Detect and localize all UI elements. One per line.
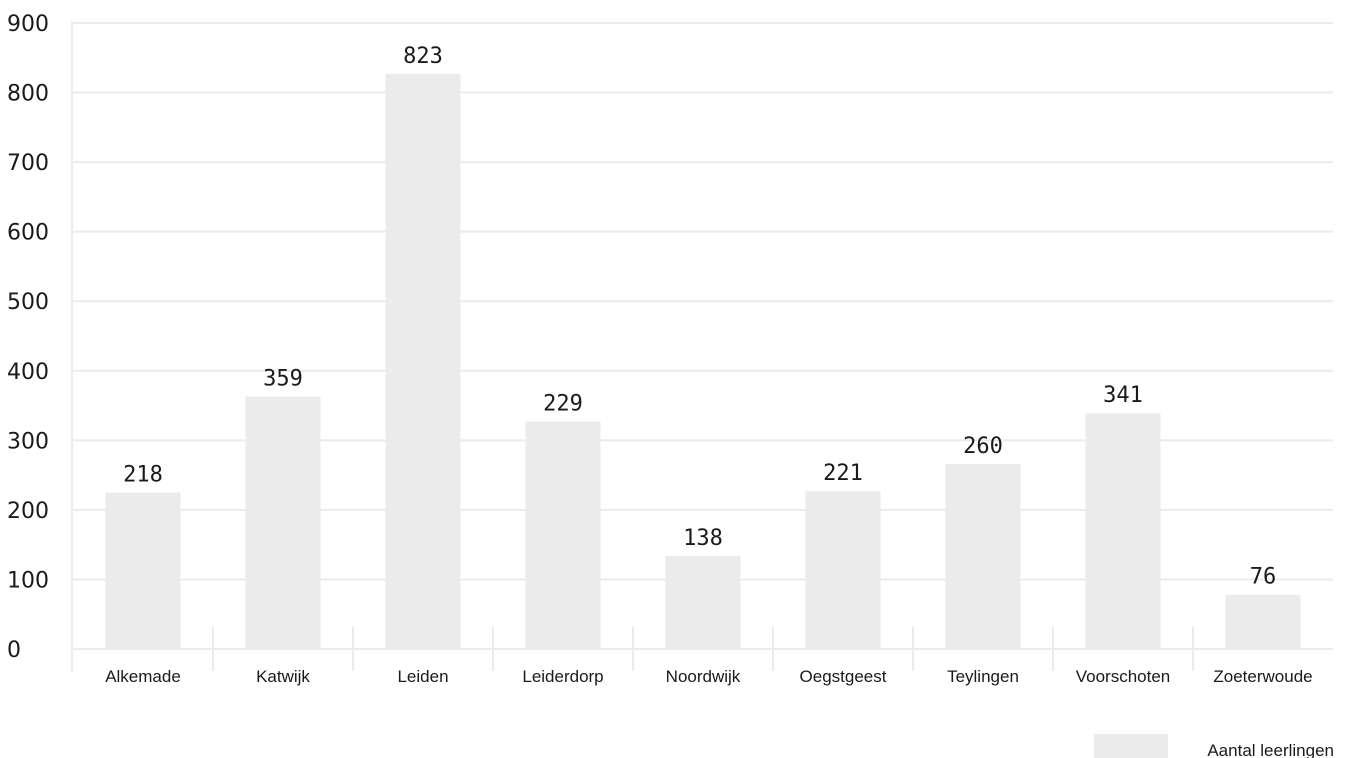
legend-swatch <box>1094 734 1168 758</box>
legend: Aantal leerlingen <box>1094 734 1334 758</box>
y-tick-label: 800 <box>7 82 49 107</box>
bar-oegstgeest <box>805 491 881 649</box>
x-tick-label: Voorschoten <box>1076 667 1171 686</box>
x-tick-label: Zoeterwoude <box>1213 667 1312 686</box>
x-tick-label: Oegstgeest <box>800 667 887 686</box>
legend-label: Aantal leerlingen <box>1207 741 1334 758</box>
bar-leiderdorp <box>525 421 601 649</box>
bar-voorschoten <box>1085 413 1161 649</box>
x-tick-label: Noordwijk <box>666 667 741 686</box>
y-tick-label: 600 <box>7 221 49 246</box>
bar-katwijk <box>245 396 321 649</box>
x-tick-label: Teylingen <box>947 667 1019 686</box>
bar-noordwijk <box>665 555 741 649</box>
x-tick-label: Alkemade <box>105 667 181 686</box>
y-tick-label: 200 <box>7 499 49 524</box>
data-labels: 218 359 823 229 138 221 260 341 76 <box>123 44 1276 590</box>
x-axis-tick-labels: Alkemade Katwijk Leiden Leiderdorp Noordwijk… <box>105 667 1312 686</box>
data-label: 218 <box>123 463 163 488</box>
data-label: 229 <box>543 392 583 417</box>
y-tick-label: 700 <box>7 151 49 176</box>
y-tick-label: 100 <box>7 568 49 593</box>
bars <box>105 73 1301 649</box>
data-label: 76 <box>1250 565 1277 590</box>
y-tick-label: 400 <box>7 360 49 385</box>
y-tick-label: 300 <box>7 429 49 454</box>
y-tick-label: 500 <box>7 290 49 315</box>
y-axis-tick-labels: 0 100 200 300 400 500 600 700 800 900 <box>7 12 49 663</box>
y-tick-label: 0 <box>7 638 21 663</box>
x-tick-label: Leiderdorp <box>522 667 603 686</box>
data-label: 260 <box>963 434 1003 459</box>
category-separators <box>212 627 1194 671</box>
data-label: 823 <box>403 44 443 69</box>
data-label: 359 <box>263 367 303 392</box>
data-label: 138 <box>683 526 723 551</box>
y-tick-label: 900 <box>7 12 49 37</box>
bar-zoeterwoude <box>1225 594 1301 649</box>
data-label: 341 <box>1103 383 1143 408</box>
bar-alkemade <box>105 492 181 649</box>
x-tick-label: Katwijk <box>256 667 310 686</box>
bar-teylingen <box>945 463 1021 649</box>
bar-leiden <box>385 73 461 649</box>
x-tick-label: Leiden <box>397 667 448 686</box>
data-label: 221 <box>823 461 863 486</box>
